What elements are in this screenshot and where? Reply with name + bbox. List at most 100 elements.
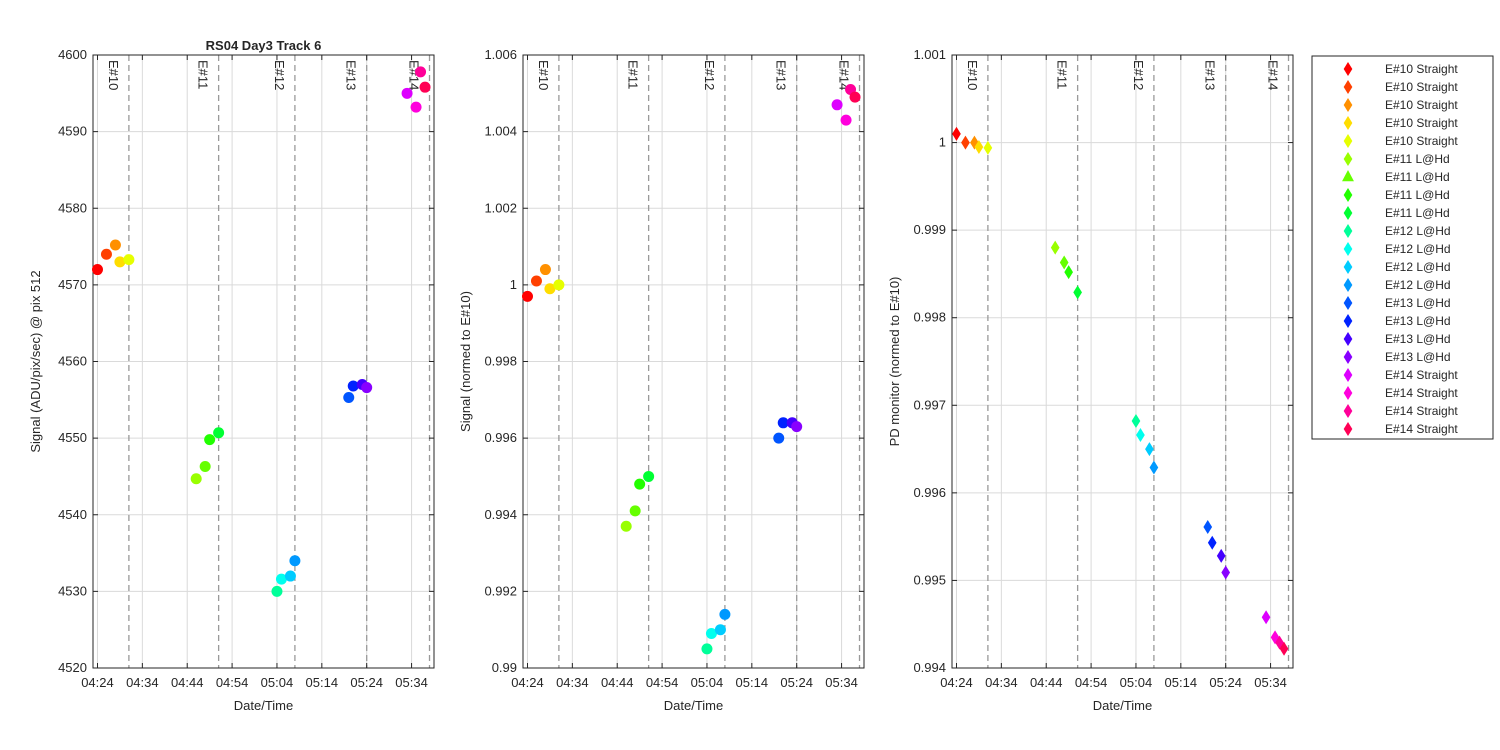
legend-marker: [1343, 116, 1353, 130]
legend-label: E#11 L@Hd: [1385, 170, 1450, 184]
event-label: E#14: [1266, 60, 1281, 90]
legend-marker: [1343, 278, 1353, 292]
legend-label: E#12 L@Hd: [1385, 260, 1451, 274]
data-point: [530, 275, 542, 287]
data-point: [1203, 520, 1213, 535]
x-tick-label: 04:44: [601, 675, 634, 690]
legend-label: E#13 L@Hd: [1385, 350, 1451, 364]
event-label: E#12: [702, 60, 717, 90]
data-point: [109, 239, 121, 251]
panel-3: E#10 E#11 E#12 E#13 E#14 0.994 0.995 0.996 0.997…: [887, 47, 1294, 713]
data-point: [777, 417, 789, 429]
y-tick-label: 4600: [58, 47, 87, 62]
legend-marker: [1343, 332, 1353, 346]
legend-marker: [1343, 206, 1353, 220]
x-axis-label: Date/Time: [1093, 698, 1152, 713]
legend-label: E#10 Straight: [1385, 98, 1458, 112]
data-point: [1207, 535, 1217, 550]
event-label: E#11: [626, 60, 641, 89]
data-point: [634, 478, 646, 490]
y-tick-label: 1.006: [484, 47, 517, 62]
event-label: E#11: [1055, 60, 1070, 89]
data-point: [1216, 548, 1226, 563]
y-tick-label: 1.004: [484, 124, 517, 139]
legend-label: E#13 L@Hd: [1385, 332, 1451, 346]
data-point: [1270, 630, 1280, 645]
legend-marker: [1343, 98, 1353, 112]
event-label: E#12: [1131, 60, 1146, 90]
y-tick-label: 1: [510, 277, 517, 292]
y-tick-label: 1.002: [484, 200, 517, 215]
x-tick-label: 05:34: [395, 675, 428, 690]
legend-marker: [1343, 152, 1353, 166]
event-label: E#13: [1203, 60, 1218, 90]
data-point: [415, 66, 427, 78]
x-tick-label: 05:04: [261, 675, 294, 690]
legend-label: E#12 L@Hd: [1385, 278, 1451, 292]
y-tick-label: 0.997: [913, 397, 946, 412]
legend-label: E#14 Straight: [1385, 422, 1458, 436]
x-tick-label: 04:24: [511, 675, 544, 690]
legend-label: E#11 L@Hd: [1385, 188, 1450, 202]
data-point: [1136, 428, 1145, 443]
legend-label: E#13 L@Hd: [1385, 296, 1451, 310]
data-point: [961, 135, 970, 150]
data-point: [974, 139, 984, 154]
data-point: [190, 473, 202, 485]
data-point: [410, 101, 422, 113]
y-tick-label: 1: [939, 135, 946, 150]
data-point: [361, 382, 373, 394]
data-point: [539, 264, 551, 276]
data-point: [114, 256, 126, 268]
y-tick-label: 4570: [58, 277, 87, 292]
x-tick-label: 04:34: [556, 675, 589, 690]
y-tick-label: 0.994: [484, 507, 517, 522]
data-point: [1131, 414, 1141, 429]
chart-title: RS04 Day3 Track 6: [206, 38, 322, 53]
data-point: [275, 573, 287, 585]
data-point: [1279, 641, 1289, 656]
legend-label: E#10 Straight: [1385, 134, 1458, 148]
event-label: E#13: [774, 60, 789, 90]
x-tick-label: 05:04: [1120, 675, 1153, 690]
legend-marker: [1343, 422, 1353, 436]
y-tick-label: 0.996: [913, 485, 946, 500]
legend-label: E#12 L@Hd: [1385, 242, 1451, 256]
data-point: [840, 114, 852, 126]
legend-label: E#14 Straight: [1385, 368, 1458, 382]
legend-marker: [1343, 260, 1353, 274]
data-point: [401, 87, 413, 99]
x-tick-label: 05:14: [1165, 675, 1198, 690]
panel-2: E#10 E#11 E#12 E#13 E#14 0.99 0.992 0.994 0.996 0…: [458, 47, 865, 713]
y-tick-label: 4560: [58, 354, 87, 369]
y-tick-label: 0.994: [913, 660, 946, 675]
panel-1: E#10 E#11 E#12 E#13 E#1445204530454045504560…: [28, 38, 435, 713]
x-tick-label: 04:34: [126, 675, 159, 690]
legend-marker: [1343, 242, 1353, 256]
legend-label: E#11 L@Hd: [1385, 206, 1450, 220]
data-point: [983, 140, 993, 155]
y-tick-label: 0.998: [484, 354, 517, 369]
legend-marker: [1342, 170, 1354, 182]
legend-label: E#10 Straight: [1385, 62, 1458, 76]
y-axis-label: Signal (normed to E#10): [458, 291, 473, 432]
data-point: [831, 99, 843, 111]
data-point: [289, 555, 301, 567]
data-point: [91, 264, 103, 276]
x-tick-label: 04:44: [171, 675, 204, 690]
x-axis-label: Date/Time: [664, 698, 723, 713]
legend-label: E#10 Straight: [1385, 116, 1458, 130]
x-axis-label: Date/Time: [234, 698, 293, 713]
legend-marker: [1343, 404, 1353, 418]
y-axis-label: PD monitor (normed to E#10): [887, 277, 902, 447]
y-tick-label: 0.99: [492, 660, 517, 675]
legend-label: E#14 Straight: [1385, 404, 1458, 418]
data-point: [544, 283, 556, 295]
data-point: [849, 91, 861, 103]
data-point: [199, 460, 211, 472]
y-tick-label: 0.999: [913, 222, 946, 237]
event-label: E#13: [344, 60, 359, 90]
y-tick-label: 4530: [58, 583, 87, 598]
legend-marker: [1343, 350, 1353, 364]
legend-marker: [1343, 224, 1353, 238]
